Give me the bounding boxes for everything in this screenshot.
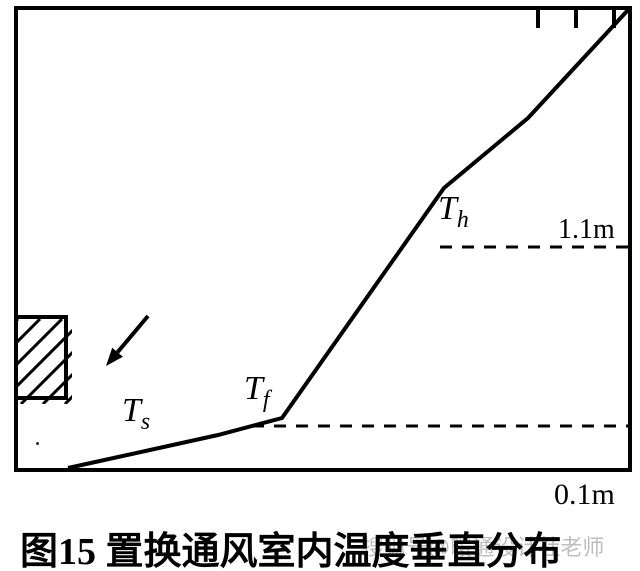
figure-caption: 图15 置换通风室内温度垂直分布	[20, 520, 562, 571]
label-1.1m: 1.1m	[558, 214, 615, 246]
label-0.1m: 0.1m	[554, 478, 615, 512]
label-Tf: Tf	[244, 370, 270, 414]
diagram-canvas: Ts Tf Th 1.1m 0.1m 搜狐号@暖通设计杜老师 图15 置换通风室…	[0, 0, 640, 571]
artifact-dot	[36, 442, 39, 445]
label-Th: Th	[438, 190, 469, 234]
plot-svg	[0, 0, 640, 571]
temperature-profile-curve	[68, 10, 628, 468]
supply-air-arrow-icon	[106, 316, 148, 366]
label-Ts: Ts	[122, 392, 150, 436]
